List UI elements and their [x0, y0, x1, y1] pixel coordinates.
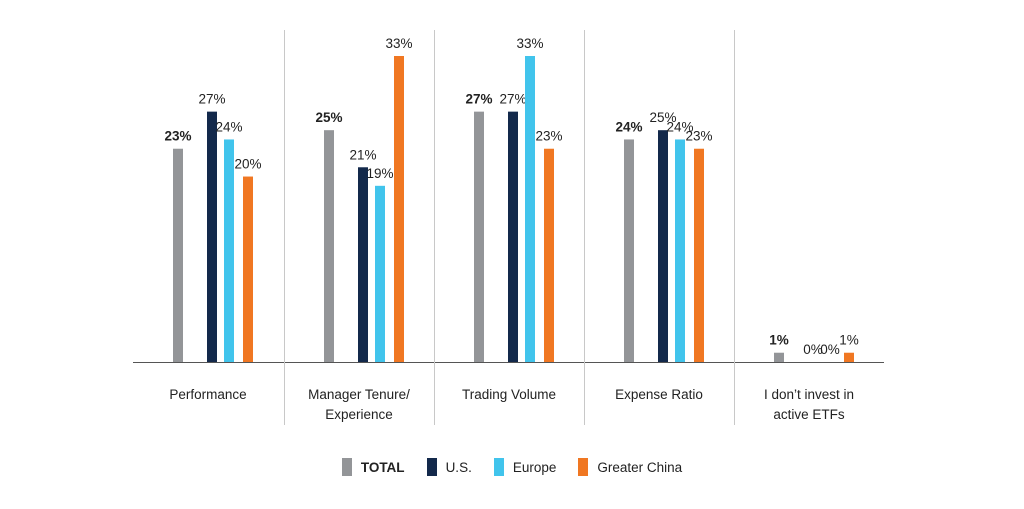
legend-item: TOTAL: [341, 458, 405, 476]
legend-swatch: [426, 458, 437, 476]
bar: [243, 176, 253, 362]
data-label: 19%: [366, 166, 393, 181]
bar: [624, 139, 634, 362]
category-label: I don’t invest in: [764, 387, 854, 402]
category-label: Experience: [325, 407, 393, 422]
legend-swatch: [341, 458, 352, 476]
data-label: 0%: [803, 342, 823, 357]
data-label: 1%: [839, 333, 859, 348]
data-label: 23%: [685, 129, 712, 144]
legend: TOTAL U.S. Europe Greater China: [0, 458, 1024, 476]
legend-swatch: [493, 458, 504, 476]
category-label: Trading Volume: [462, 387, 556, 402]
data-label: 20%: [234, 157, 261, 172]
legend-item: Europe: [493, 458, 557, 476]
data-label: 33%: [516, 36, 543, 51]
bar: [694, 148, 704, 362]
data-label: 21%: [349, 147, 376, 162]
data-label: 25%: [315, 110, 342, 125]
data-label: 27%: [198, 92, 225, 107]
legend-label: TOTAL: [360, 459, 405, 475]
data-label: 24%: [666, 119, 693, 134]
legend-item: Greater China: [578, 458, 682, 476]
data-label: 1%: [769, 333, 789, 348]
bar: [375, 185, 385, 362]
bar: [207, 111, 217, 363]
legend-label: U.S.: [445, 459, 472, 475]
data-label: 27%: [465, 92, 492, 107]
data-label: 23%: [535, 129, 562, 144]
category-label: Expense Ratio: [615, 387, 703, 402]
data-label: 24%: [615, 119, 642, 134]
data-label: 23%: [164, 129, 191, 144]
bar: [658, 130, 668, 362]
bar: [394, 56, 404, 362]
bar: [324, 130, 334, 362]
legend-swatch: [578, 458, 589, 476]
bar: [358, 167, 368, 362]
category-label: Manager Tenure/: [308, 387, 410, 402]
legend-label: Greater China: [597, 459, 683, 475]
data-label: 0%: [820, 342, 840, 357]
bar: [508, 111, 518, 363]
legend-item: U.S.: [426, 458, 472, 476]
category-label: active ETFs: [773, 407, 845, 422]
bar: [525, 56, 535, 362]
bar: [774, 352, 784, 362]
data-label: 27%: [499, 92, 526, 107]
bar: [173, 148, 183, 362]
data-label: 33%: [385, 36, 412, 51]
bar: [224, 139, 234, 362]
bar: [544, 148, 554, 362]
bar: [844, 352, 854, 362]
bar: [675, 139, 685, 362]
data-label: 24%: [215, 119, 242, 134]
legend-label: Europe: [512, 459, 557, 475]
category-label: Performance: [169, 387, 246, 402]
data-label: 25%: [649, 110, 676, 125]
bar: [474, 111, 484, 363]
